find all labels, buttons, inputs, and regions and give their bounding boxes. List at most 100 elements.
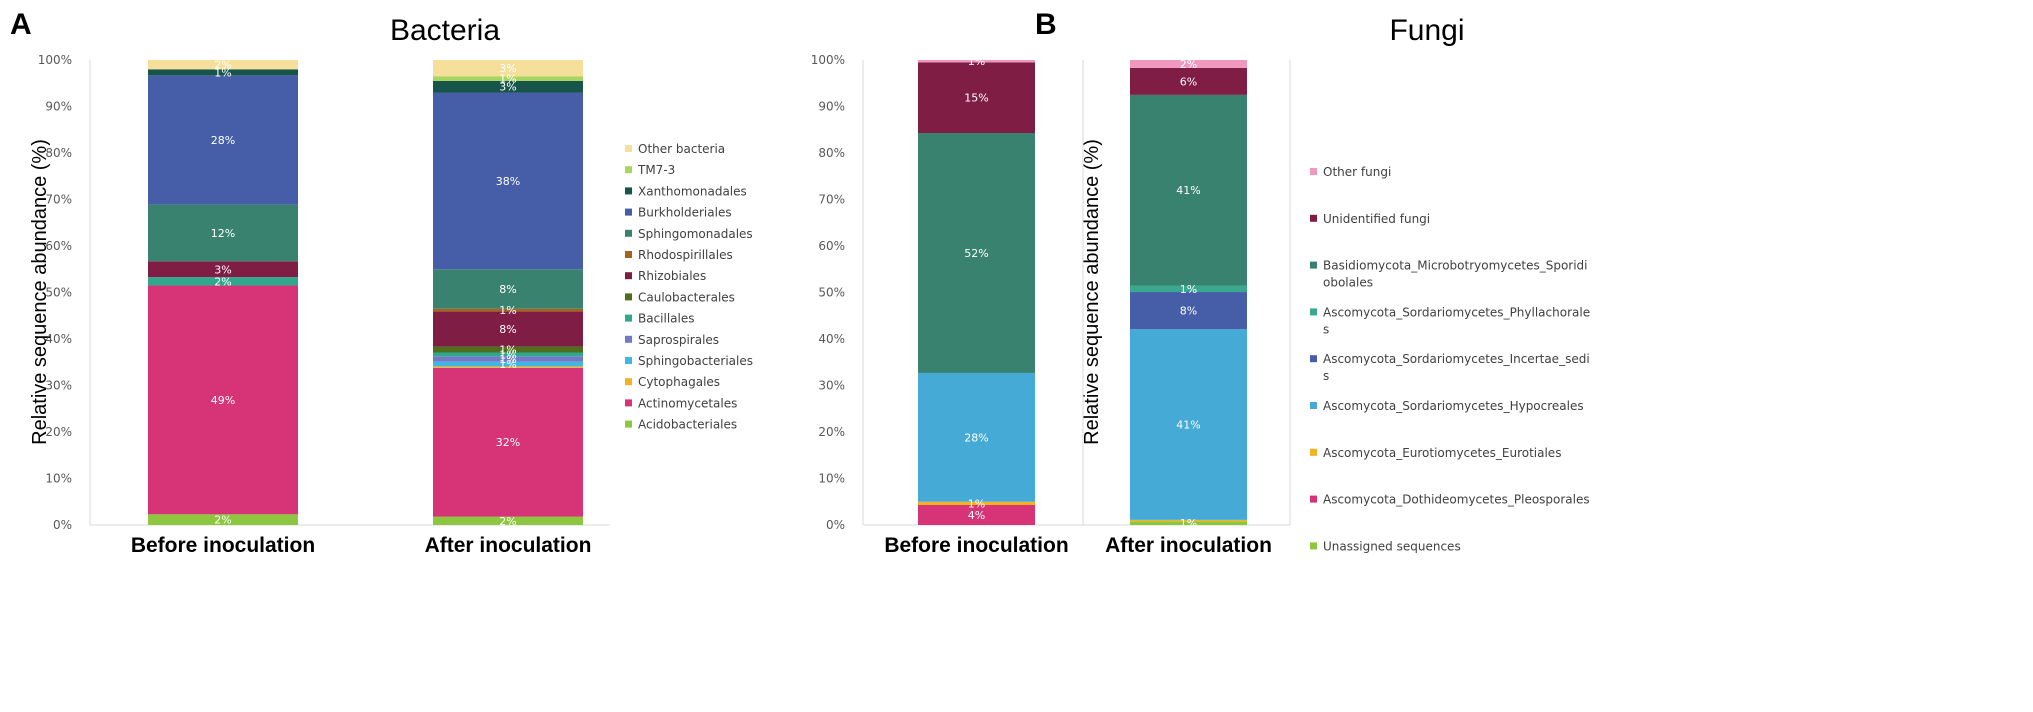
legend-label: Ascomycota_Sordariomycetes_Hypocreales (1323, 399, 1584, 413)
legend-label: Sphingobacteriales (638, 354, 753, 368)
y-tick-label: 90% (818, 100, 845, 114)
legend-swatch (625, 208, 632, 216)
data-label: 1% (1180, 517, 1197, 530)
bar-segment (918, 501, 1035, 506)
legend-swatch (625, 187, 632, 195)
bar-segment (918, 62, 1035, 134)
data-label: 49% (211, 394, 235, 407)
legend-label: Xanthomonadales (638, 184, 747, 198)
data-label: 52% (964, 247, 988, 260)
data-label: 8% (499, 323, 516, 336)
legend-label: Bacillales (638, 312, 695, 326)
data-label: 2% (214, 59, 231, 72)
y-tick-label: 80% (818, 146, 845, 160)
data-label: 1% (499, 353, 516, 366)
data-label: 1% (499, 343, 516, 356)
legend-swatch (1310, 542, 1317, 550)
bar-segment (433, 346, 583, 353)
y-tick-label: 50% (45, 286, 72, 300)
data-label: 1% (968, 55, 985, 68)
data-label: 8% (1180, 305, 1197, 318)
y-axis-label-fungi: Relative sequence abundance (%) (1081, 139, 1103, 445)
data-labels-fungi: 4%1%28%52%15%1%1%41%8%1%41%6%2% (964, 55, 1200, 530)
bars-fungi (918, 60, 1247, 525)
bar-segment (433, 92, 583, 270)
data-label: 6% (1180, 75, 1197, 88)
category-label: Before inoculation (884, 534, 1068, 557)
bar-segment (1130, 521, 1247, 525)
bars-bacteria (148, 60, 583, 525)
legend-bacteria: Other bacteria TM7-3 Xanthomonadales Burkho… (625, 142, 753, 432)
legend-label: Sphingomonadales (638, 227, 753, 241)
legend-swatch (625, 420, 632, 428)
legend-swatch (1310, 308, 1317, 316)
y-tick-label: 20% (45, 425, 72, 439)
legend-label: Caulobacterales (638, 290, 735, 304)
y-tick-label: 30% (45, 379, 72, 393)
y-tick-label: 60% (818, 239, 845, 253)
legend-swatch (1310, 448, 1317, 456)
y-tick-label: 0% (826, 518, 845, 532)
legend-swatch (625, 229, 632, 237)
data-label: 1% (499, 73, 516, 86)
bar-segment (433, 361, 583, 367)
data-label: 3% (214, 263, 231, 276)
data-label: 3% (499, 62, 516, 75)
legend-label: Cytophagales (638, 375, 720, 389)
bar-segment (918, 60, 1035, 63)
data-label: 15% (964, 92, 988, 105)
legend-label: Saprospirales (638, 333, 719, 347)
legend-label: Ascomycota_Dothideomycetes_Pleosporales (1323, 493, 1590, 507)
data-label: 38% (496, 175, 520, 188)
bar-segment (1130, 292, 1247, 330)
y-tick-label: 100% (811, 53, 845, 67)
y-tick-label: 0% (53, 518, 72, 532)
bar-segment (433, 352, 583, 357)
data-label: 1% (968, 497, 985, 510)
legend-label: Acidobacteriales (638, 418, 737, 432)
bar-segment (148, 277, 298, 286)
y-tick-label: 20% (818, 425, 845, 439)
data-label: 32% (496, 436, 520, 449)
bar-segment (433, 516, 583, 525)
bar-segment (1130, 329, 1247, 520)
bar-segment (433, 76, 583, 81)
data-label: 3% (499, 81, 516, 94)
data-label: 1% (499, 304, 516, 317)
legend-swatch (625, 251, 632, 258)
data-label: 1% (499, 348, 516, 361)
legend-label: Burkholderiales (638, 206, 732, 220)
data-label: 8% (499, 283, 516, 296)
y-tick-label: 50% (818, 286, 845, 300)
bar-segment (433, 356, 583, 362)
bar-segment (148, 285, 298, 515)
data-labels-bacteria: 2%49%2%3%12%28%1%2%2%32%1%1%1%1%8%1%8%38… (211, 59, 520, 528)
legend-label: Unidentified fungi (1323, 212, 1430, 226)
bar-segment (433, 311, 583, 347)
y-tick-label: 60% (45, 239, 72, 253)
y-tick-label: 70% (45, 193, 72, 207)
bar-segment (433, 367, 583, 517)
y-tick-label: 100% (38, 53, 72, 67)
legend-label: Ascomycota_Sordariomycetes_Incertae_sedi… (1323, 352, 1590, 383)
category-labels-fungi: Before inoculation After inoculation (884, 534, 1272, 557)
bar-segment (433, 366, 583, 368)
legend-swatch (625, 378, 632, 386)
category-label: After inoculation (1105, 534, 1272, 557)
bar-segment (433, 308, 583, 312)
data-label: 1% (214, 66, 231, 79)
data-label: 2% (1180, 58, 1197, 71)
bar-segment (1130, 60, 1247, 68)
panel-letter-b: B (1035, 8, 1057, 41)
y-tick-label: 90% (45, 100, 72, 114)
legend-label: Unassigned sequences (1323, 539, 1461, 553)
bar-segment (433, 60, 583, 77)
legend-swatch (625, 293, 632, 301)
legend-swatch (1310, 402, 1317, 409)
legend-swatch (625, 145, 632, 152)
bar-segment (918, 505, 1035, 525)
data-label: 4% (968, 509, 985, 522)
bar-segment (433, 269, 583, 309)
legend-swatch (625, 272, 632, 280)
